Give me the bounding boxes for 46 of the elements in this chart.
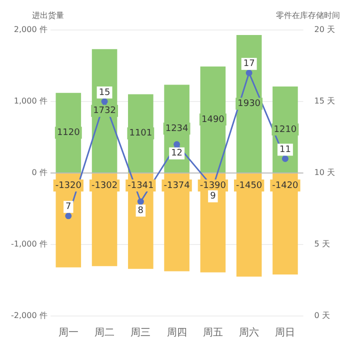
data-label: -1374 — [164, 180, 190, 191]
point — [282, 155, 288, 162]
x-tick-label: 周三 — [130, 328, 151, 339]
x-tick-label: 周日 — [275, 328, 296, 339]
data-label: 1732 — [93, 106, 116, 116]
y2-tick-label: 15 天 — [314, 96, 336, 106]
y2-tick-label: 10 天 — [314, 168, 336, 178]
y-axis-title: 进出货量 — [32, 11, 64, 20]
x-tick-label: 周六 — [239, 326, 260, 339]
data-label: 9 — [210, 192, 216, 202]
y2-axis-title: 零件在库存储时间 — [276, 11, 340, 20]
y2-tick-label: 20 天 — [314, 25, 336, 34]
data-label: 1490 — [201, 114, 225, 125]
y-tick-label: 1,000 件 — [14, 96, 48, 106]
data-label: 1234 — [165, 124, 189, 134]
data-label: -1320 — [55, 180, 82, 191]
data-label: 8 — [138, 206, 144, 216]
y-tick-label: 2,000 件 — [14, 25, 48, 34]
data-label: 1930 — [238, 99, 261, 110]
x-tick-label: 周二 — [94, 328, 115, 339]
data-label: 1210 — [274, 124, 297, 135]
data-label: 11 — [279, 145, 291, 156]
y-tick-label: -1,000 件 — [10, 240, 48, 249]
data-label: 1120 — [56, 128, 80, 138]
data-label: 1101 — [129, 128, 152, 139]
data-label: 12 — [171, 148, 183, 159]
point — [246, 70, 252, 76]
x-tick-label: 周四 — [166, 328, 187, 339]
y-tick-label: 0 件 — [32, 168, 48, 178]
point — [174, 141, 180, 148]
point — [137, 198, 144, 205]
data-label: 15 — [98, 88, 110, 98]
data-label: -1420 — [272, 180, 299, 191]
y2-tick-label: 0 天 — [314, 311, 330, 320]
data-label: -1390 — [200, 180, 226, 191]
data-label: 17 — [243, 59, 255, 70]
point — [65, 212, 72, 220]
data-label: 7 — [66, 202, 72, 212]
x-tick-label: 周五 — [202, 328, 223, 339]
y-tick-label: -2,000 件 — [10, 311, 48, 320]
data-label: -1341 — [128, 180, 154, 191]
data-label: -1302 — [91, 180, 118, 191]
y2-tick-label: 5 天 — [314, 240, 330, 249]
x-tick-label: 周一 — [58, 328, 78, 339]
data-label: -1450 — [236, 180, 262, 191]
point — [101, 98, 108, 105]
